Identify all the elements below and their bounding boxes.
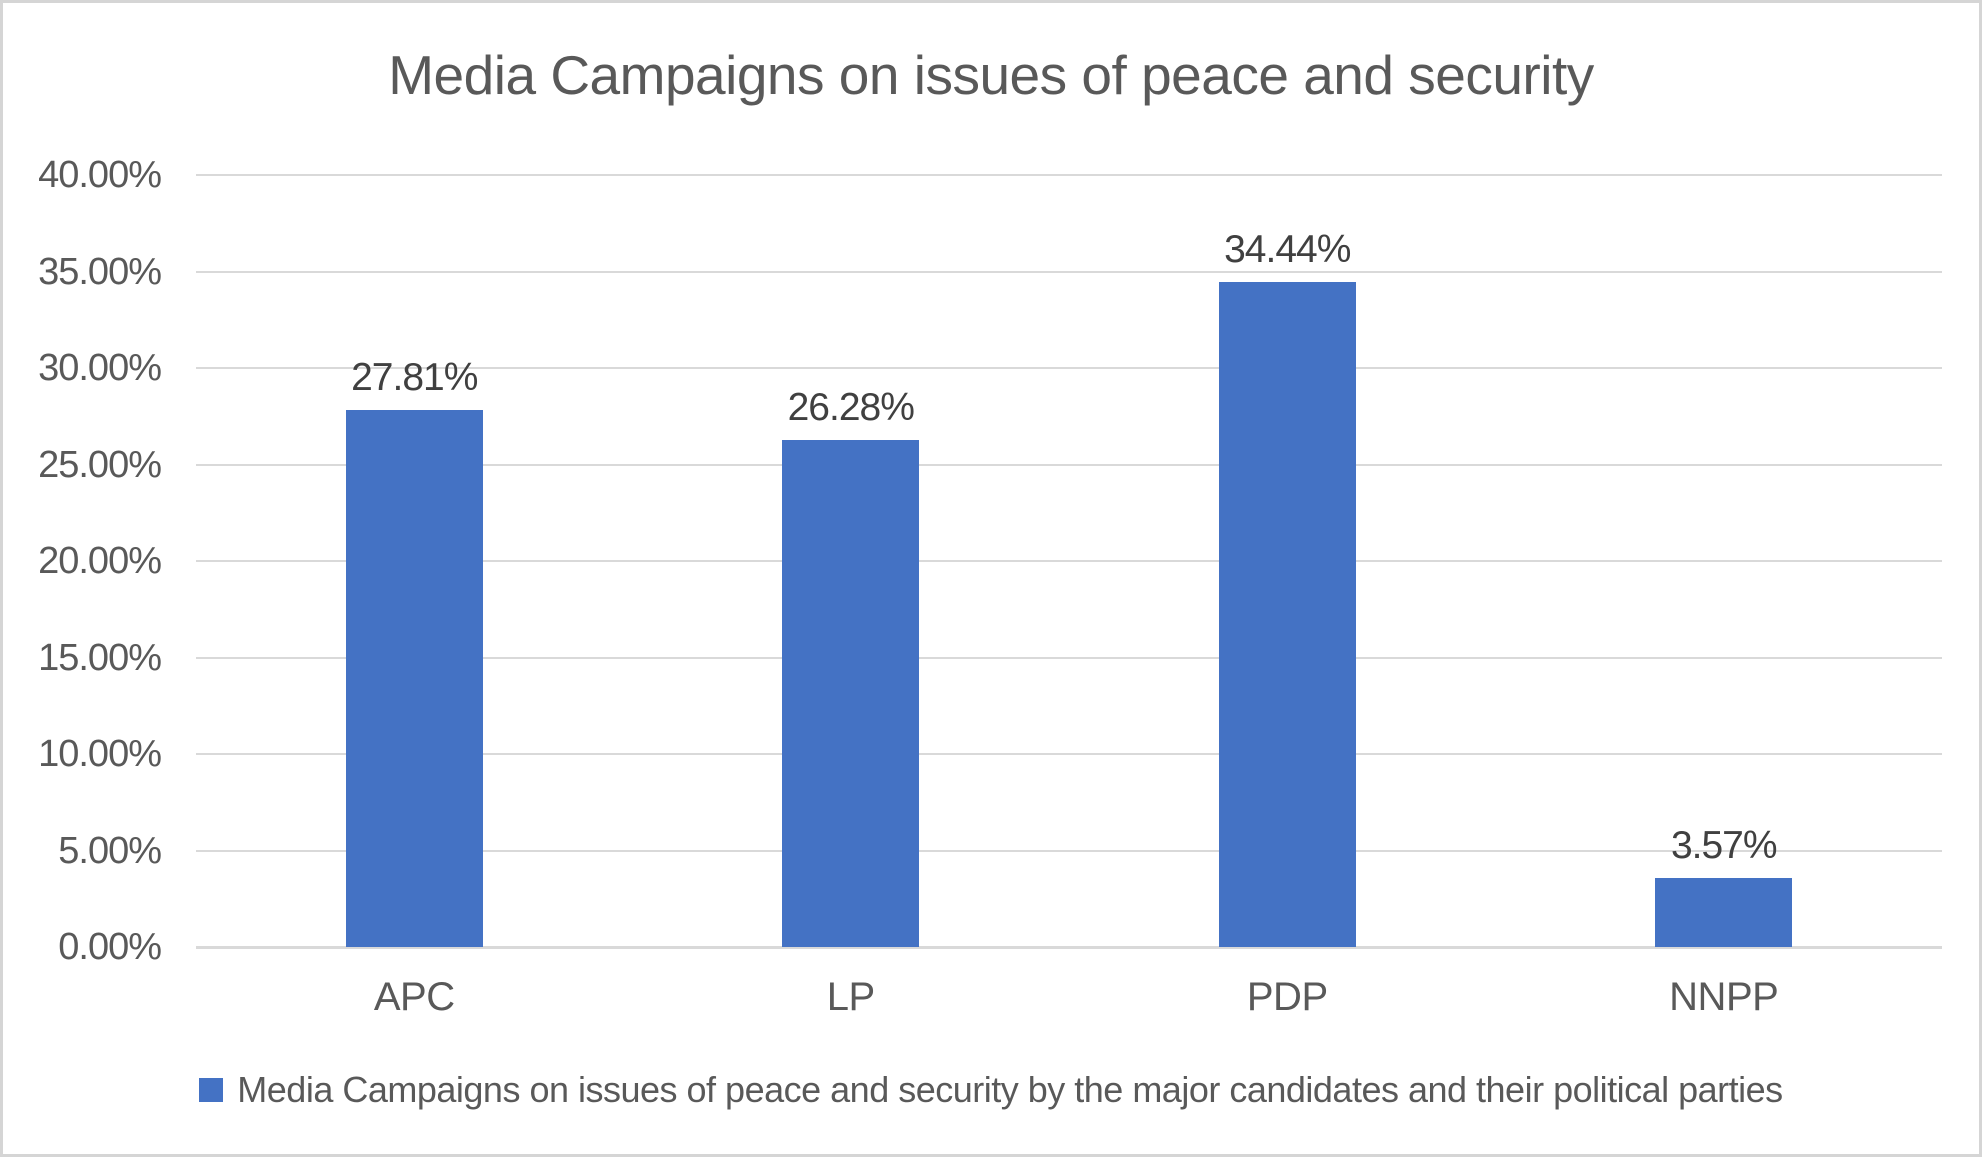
x-axis-label-apc: APC	[373, 975, 455, 1019]
bar-pdp	[1218, 282, 1356, 947]
plot-area: 27.81% 26.28% 34.44% 3.57%	[196, 174, 1942, 949]
x-axis-label-pdp: PDP	[1246, 975, 1328, 1019]
y-axis-tick-label: 15.00%	[38, 636, 162, 679]
gridline	[196, 849, 1942, 852]
data-label-nnpp: 3.57%	[1670, 824, 1778, 868]
x-axis-line	[196, 946, 1942, 949]
chart-title: Media Campaigns on issues of peace and s…	[388, 44, 1594, 106]
data-label-pdp: 34.44%	[1224, 228, 1351, 272]
gridline	[196, 753, 1942, 755]
y-axis-tick-label: 0.00%	[58, 926, 162, 968]
y-axis-tick-label: 40.00%	[38, 154, 162, 196]
legend-square-icon	[199, 1078, 224, 1102]
bar-apc	[345, 410, 483, 947]
y-axis-tick-label: 35.00%	[38, 250, 162, 293]
y-axis-tick-label: 10.00%	[38, 733, 162, 775]
gridline	[196, 656, 1942, 659]
data-label-lp: 26.28%	[787, 385, 915, 429]
legend: Media Campaigns on issues of peace and s…	[3, 1069, 1979, 1111]
y-axis-tick-label: 30.00%	[38, 347, 162, 389]
gridline	[196, 174, 1942, 176]
gridline	[196, 463, 1942, 466]
data-label-apc: 27.81%	[351, 356, 478, 400]
y-axis-tick-label: 20.00%	[38, 540, 162, 582]
legend-label: Media Campaigns on issues of peace and s…	[237, 1069, 1783, 1110]
bar-nnpp	[1655, 878, 1793, 947]
gridline	[196, 270, 1942, 273]
y-axis-tick-label: 25.00%	[38, 443, 162, 486]
x-axis-label-lp: LP	[826, 975, 875, 1019]
bar-lp	[782, 439, 920, 947]
gridline	[196, 367, 1942, 369]
x-axis-label-nnpp: NNPP	[1669, 975, 1779, 1019]
gridline	[196, 560, 1942, 562]
y-axis-tick-label: 5.00%	[58, 829, 162, 872]
